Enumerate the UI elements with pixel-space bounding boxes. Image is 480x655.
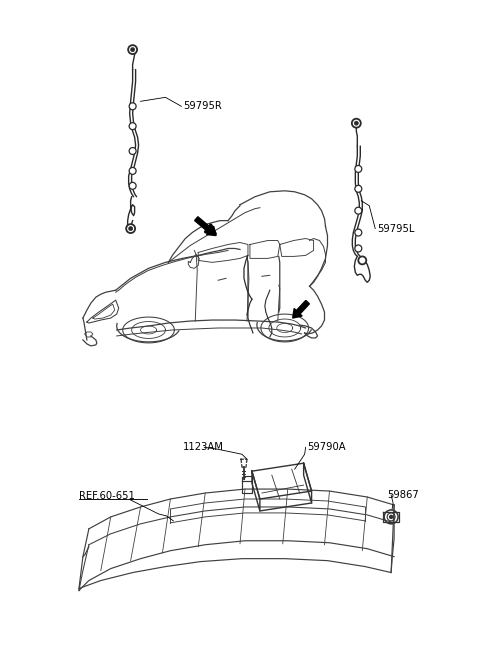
Circle shape	[352, 119, 361, 128]
Text: REF.60-651: REF.60-651	[79, 491, 135, 501]
Circle shape	[355, 166, 362, 172]
Circle shape	[129, 147, 136, 155]
Text: 59795L: 59795L	[377, 223, 415, 234]
Text: 59795R: 59795R	[183, 102, 222, 111]
Circle shape	[355, 207, 362, 214]
Text: 59790A: 59790A	[308, 442, 346, 453]
Circle shape	[355, 245, 362, 252]
Circle shape	[126, 224, 135, 233]
Text: 1123AM: 1123AM	[183, 442, 224, 453]
Text: 59867: 59867	[387, 490, 419, 500]
Circle shape	[129, 182, 136, 189]
Circle shape	[355, 185, 362, 193]
Circle shape	[355, 229, 362, 236]
Circle shape	[129, 103, 136, 110]
Circle shape	[128, 45, 137, 54]
Circle shape	[129, 168, 136, 174]
Circle shape	[384, 510, 398, 524]
Circle shape	[129, 122, 136, 130]
FancyArrow shape	[195, 217, 216, 236]
FancyArrow shape	[293, 301, 310, 318]
Circle shape	[387, 513, 395, 521]
Circle shape	[354, 121, 358, 125]
Circle shape	[129, 227, 132, 231]
Circle shape	[131, 48, 134, 52]
Circle shape	[358, 256, 366, 265]
Circle shape	[390, 515, 393, 518]
